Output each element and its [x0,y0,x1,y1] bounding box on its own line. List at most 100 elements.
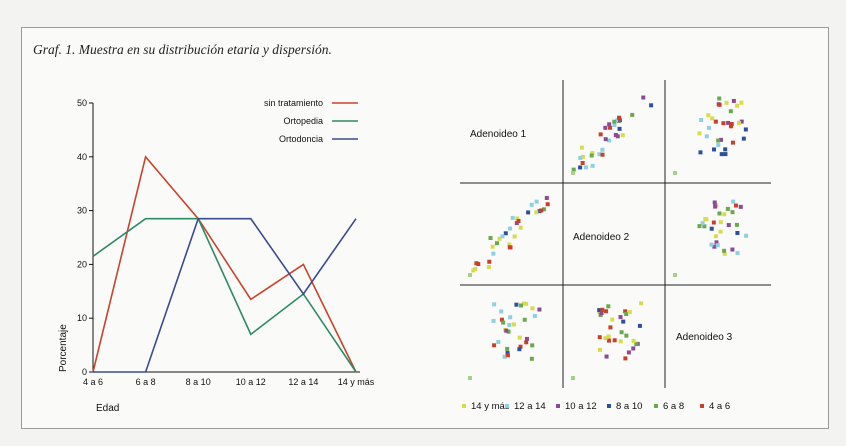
scatter-point [716,143,721,148]
scatter-point [505,346,510,351]
scatter-point [731,98,736,103]
scatter-point [590,163,595,168]
scatter-point [615,134,620,139]
scatter-point [497,236,502,241]
scatter-point [524,340,529,345]
scatter-point [537,307,542,312]
scatter-point [487,259,492,264]
scatter-point [476,262,481,267]
scatter-point [603,336,608,341]
scatter-point [612,123,617,128]
scatter-point [607,122,612,127]
scatter-point [589,153,594,158]
scatter-point [735,251,740,256]
scatter-point [529,202,534,207]
scatter-point [739,100,744,105]
scatter-point [491,251,496,256]
scatter-point [714,240,719,245]
scatter-point [571,167,576,172]
scatter-point [639,301,644,306]
scatter-point [717,96,722,101]
scatter-point [618,339,623,344]
scatter-point [524,301,529,306]
scatter-point [724,100,729,105]
scatter-point [716,138,721,143]
scatter-point [468,273,472,277]
y-tick-label: 20 [77,259,87,269]
scatter-point [631,346,636,351]
scatter-point [619,330,624,335]
scatter-point [723,152,728,157]
y-tick-label: 0 [82,367,87,377]
scatter-point [631,338,636,343]
figure-caption: Graf. 1. Muestra en su distribución etar… [33,42,332,57]
scatter-point [507,242,512,247]
scatter-point [710,116,715,121]
scatter-point [700,221,705,226]
scatter-point [709,242,714,247]
scatter-point [623,356,628,361]
scatter-point [500,234,505,239]
scatter-point [743,127,748,132]
legend-label: 8 a 10 [616,401,642,412]
legend-marker [505,404,509,408]
scatter-point [624,312,629,317]
scatter-point [488,236,493,241]
scatter-point [503,231,508,236]
scatter-point [604,309,609,314]
scatter-point [599,311,604,316]
scatter-point [725,206,730,211]
scatter-point [502,354,507,359]
scatter-point [637,323,642,328]
scatter-point [590,151,595,156]
scatter-point [697,224,702,229]
scatter-point [744,233,749,238]
scatter-point [612,119,617,124]
scatter-point [641,95,646,100]
scatter-point [468,376,472,380]
scatter-point [698,150,703,155]
matrix-variable-label: Adenoideo 2 [573,232,630,243]
scatter-point [522,317,527,322]
scatter-point [521,301,526,306]
scatter-point [530,343,535,348]
legend-marker [700,404,704,408]
scatter-point [499,317,504,322]
scatter-point [630,112,635,117]
scatter-point [494,241,499,246]
scatter-point [492,302,497,307]
y-tick-label: 40 [77,152,87,162]
scatter-point [617,118,622,123]
scatter-point [571,171,575,175]
scatter-point [507,323,512,328]
scatter-point [713,234,718,239]
legend-marker [556,404,560,408]
scatter-point [597,347,602,352]
scatter-point [712,200,717,205]
scatter-point [529,356,534,361]
legend-label: 10 a 12 [565,401,597,412]
scatter-point [518,225,523,230]
scatter-point [514,302,519,307]
legend-marker [462,404,466,408]
scatter-point [721,121,726,126]
scatter-point [579,145,584,150]
scatter-point [515,216,520,221]
scatter-point [713,204,718,209]
matrix-variable-label: Adenoideo 3 [676,332,733,343]
scatter-point [486,265,491,270]
scatter-point [704,134,709,139]
series-line [93,217,357,373]
legend-label: 12 a 14 [514,401,546,412]
scatter-point [506,329,511,334]
figure-frame [21,27,829,429]
scatter-point [649,103,654,108]
scatter-point [597,152,602,157]
scatter-point [737,120,742,125]
scatter-point [491,318,496,323]
scatter-point [712,244,717,249]
scatter-point [715,243,720,248]
scatter-point [623,309,628,314]
